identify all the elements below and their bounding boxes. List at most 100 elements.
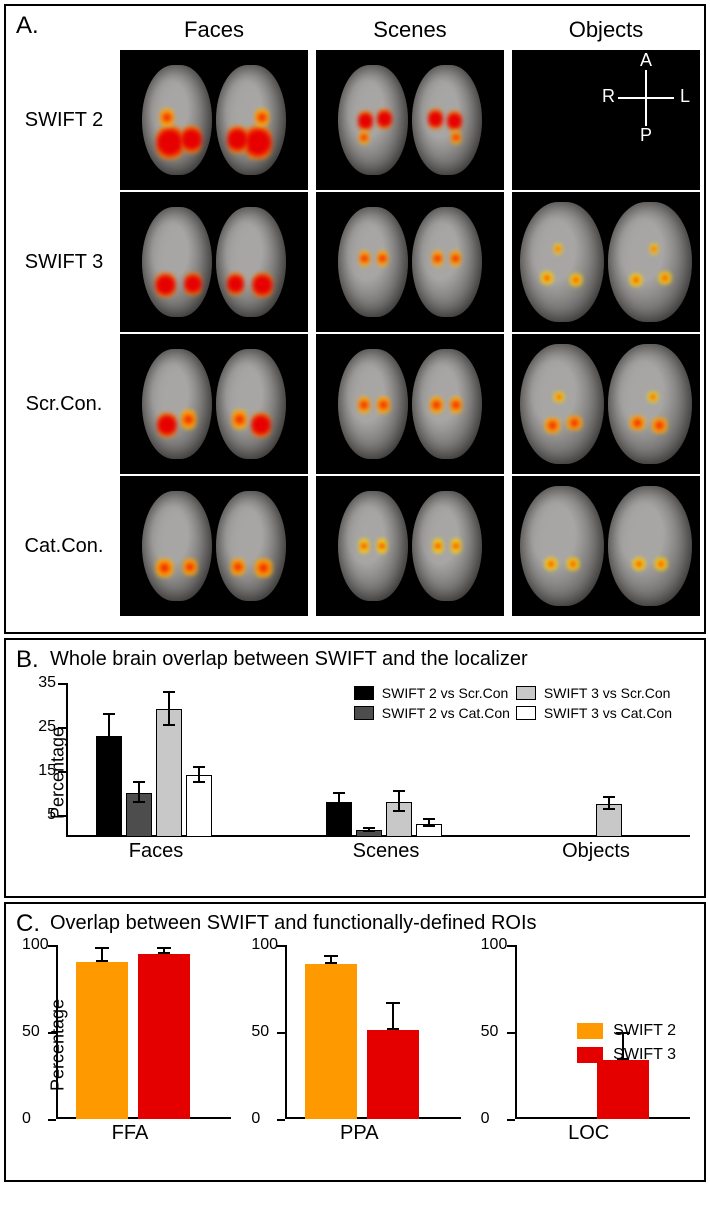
ytick-label: 50 xyxy=(251,1023,269,1041)
brain-hemisphere xyxy=(520,202,604,322)
bar xyxy=(76,962,128,1119)
panel-a-grid: FacesScenesObjectsSWIFT 2 A P R LSWIFT 3… xyxy=(6,6,704,622)
column-header: Scenes xyxy=(316,12,504,48)
bar xyxy=(186,775,212,837)
brain-cell xyxy=(512,192,700,332)
ytick-label: 100 xyxy=(22,936,49,954)
brain-hemisphere xyxy=(338,349,408,459)
brain-pair xyxy=(142,349,286,459)
legend-label: SWIFT 2 xyxy=(613,1022,676,1040)
brain-hemisphere xyxy=(520,344,604,464)
roi-subplot: Percentage050100FFA xyxy=(20,945,231,1145)
ytick-label: 50 xyxy=(22,1023,40,1041)
brain-hemisphere xyxy=(142,65,212,175)
brain-pair xyxy=(520,202,692,322)
panel-a-letter: A. xyxy=(16,12,39,40)
brain-cell xyxy=(120,334,308,474)
y-axis xyxy=(285,945,287,1119)
panel-a-brain-maps: A. FacesScenesObjectsSWIFT 2 A P R LSWIF… xyxy=(4,4,706,634)
row-label: SWIFT 2 xyxy=(16,50,112,190)
ytick-label: 25 xyxy=(38,718,56,736)
panel-c-title: Overlap between SWIFT and functionally-d… xyxy=(50,912,704,935)
category-label: Faces xyxy=(129,840,183,863)
panel-b-title: Whole brain overlap between SWIFT and th… xyxy=(50,648,704,671)
bar xyxy=(126,793,152,837)
ytick-label: 0 xyxy=(481,1110,490,1128)
brain-hemisphere xyxy=(216,349,286,459)
brain-cell xyxy=(512,334,700,474)
row-label: SWIFT 3 xyxy=(16,192,112,332)
bar xyxy=(566,835,592,837)
brain-hemisphere xyxy=(412,207,482,317)
brain-pair xyxy=(142,491,286,601)
brain-hemisphere xyxy=(216,491,286,601)
bar-group xyxy=(326,802,442,837)
brain-pair xyxy=(520,486,692,606)
brain-pair xyxy=(142,65,286,175)
legend-label: SWIFT 2 vs Cat.Con xyxy=(382,705,510,721)
legend-swatch xyxy=(577,1047,603,1063)
roi-subplot: 050100PPA xyxy=(249,945,460,1145)
brain-hemisphere xyxy=(412,349,482,459)
bar xyxy=(626,835,652,837)
bar xyxy=(536,835,562,837)
brain-pair xyxy=(338,207,482,317)
panel-b-legend: SWIFT 2 vs Scr.ConSWIFT 3 vs Scr.ConSWIF… xyxy=(354,685,672,721)
panel-b-axes: Percentage SWIFT 2 vs Scr.ConSWIFT 3 vs … xyxy=(66,683,690,863)
brain-pair xyxy=(338,65,482,175)
brain-cell xyxy=(120,50,308,190)
bar xyxy=(356,830,382,837)
bar xyxy=(326,802,352,837)
bar xyxy=(596,804,622,837)
bar xyxy=(386,802,412,837)
legend-label: SWIFT 3 vs Cat.Con xyxy=(544,705,672,721)
category-label: Objects xyxy=(562,840,630,863)
brain-cell xyxy=(316,50,504,190)
bar xyxy=(416,824,442,837)
bar xyxy=(367,1030,419,1119)
brain-hemisphere xyxy=(608,344,692,464)
legend-swatch xyxy=(516,706,536,720)
brain-hemisphere xyxy=(608,202,692,322)
bar-group xyxy=(536,804,652,837)
figure: A. FacesScenesObjectsSWIFT 2 A P R LSWIF… xyxy=(0,4,710,1182)
brain-pair xyxy=(338,349,482,459)
panel-c-letter: C. xyxy=(16,910,40,938)
ytick-label: 50 xyxy=(481,1023,499,1041)
brain-hemisphere xyxy=(520,486,604,606)
brain-cell xyxy=(120,476,308,616)
brain-hemisphere xyxy=(142,207,212,317)
y-axis xyxy=(66,683,68,837)
brain-hemisphere xyxy=(338,491,408,601)
column-header: Objects xyxy=(512,12,700,48)
brain-cell: A P R L xyxy=(512,50,700,190)
ytick-label: 35 xyxy=(38,674,56,692)
brain-pair xyxy=(338,491,482,601)
ytick-label: 100 xyxy=(481,936,508,954)
legend-swatch xyxy=(354,706,374,720)
y-axis xyxy=(515,945,517,1119)
brain-hemisphere xyxy=(338,65,408,175)
brain-hemisphere xyxy=(142,491,212,601)
brain-hemisphere xyxy=(216,65,286,175)
panel-b-letter: B. xyxy=(16,646,39,674)
brain-hemisphere xyxy=(412,491,482,601)
bar xyxy=(305,964,357,1119)
legend-swatch xyxy=(516,686,536,700)
legend-swatch xyxy=(354,686,374,700)
brain-hemisphere xyxy=(412,65,482,175)
legend-label: SWIFT 2 vs Scr.Con xyxy=(382,685,510,701)
row-label: Cat.Con. xyxy=(16,476,112,616)
orientation-compass: A P R L xyxy=(604,56,688,140)
brain-hemisphere xyxy=(142,349,212,459)
brain-pair xyxy=(520,344,692,464)
category-label: Scenes xyxy=(353,840,420,863)
panel-c-ylabel: Percentage xyxy=(48,999,69,1091)
panel-c-roi-chart: C. Overlap between SWIFT and functionall… xyxy=(4,902,706,1182)
ytick-label: 0 xyxy=(22,1110,31,1128)
brain-cell xyxy=(512,476,700,616)
brain-hemisphere xyxy=(608,486,692,606)
ytick-label: 0 xyxy=(251,1110,260,1128)
roi-label: LOC xyxy=(568,1122,609,1145)
brain-hemisphere xyxy=(338,207,408,317)
